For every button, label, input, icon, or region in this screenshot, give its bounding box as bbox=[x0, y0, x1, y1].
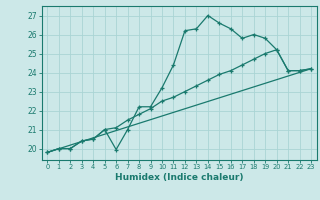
X-axis label: Humidex (Indice chaleur): Humidex (Indice chaleur) bbox=[115, 173, 244, 182]
